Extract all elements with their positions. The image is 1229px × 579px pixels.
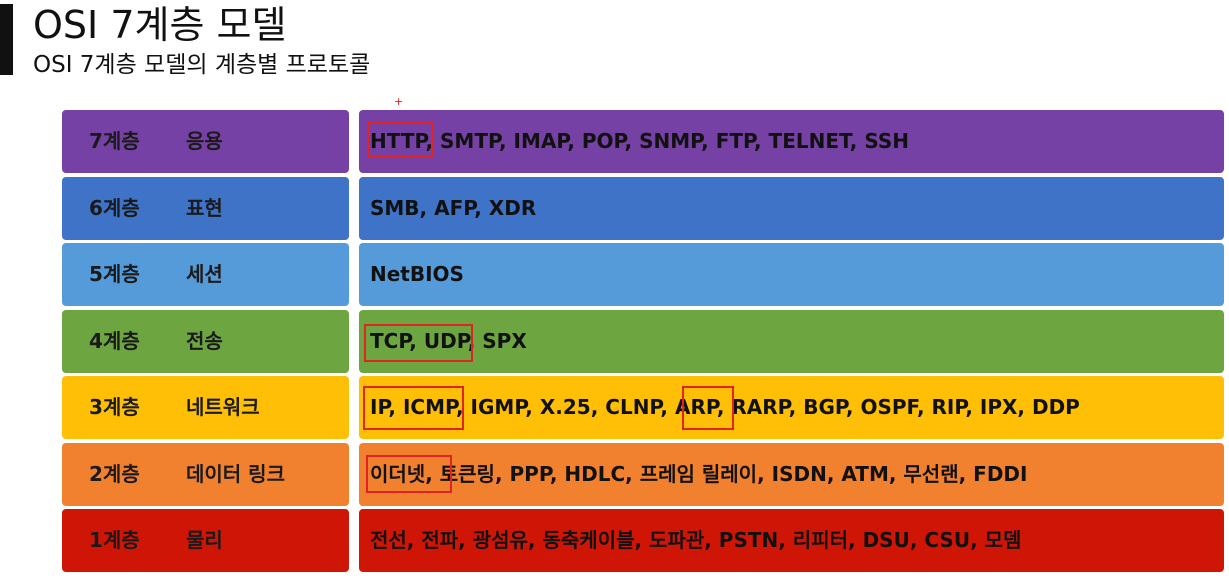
layer-row-1: 1계층 물리 전선, 전파, 광섬유, 동축케이블, 도파관, PSTN, 리피… <box>62 509 1224 572</box>
layer-row-6: 6계층 표현 SMB, AFP, XDR <box>62 176 1224 240</box>
layer-label-cell: 2계층 데이터 링크 <box>62 442 349 506</box>
osi-layer-table: 7계층 응용 HTTP, SMTP, IMAP, POP, SNMP, FTP,… <box>62 110 1224 576</box>
layer-label-cell: 3계층 네트워크 <box>62 376 349 439</box>
layer-protocols-cell: HTTP, SMTP, IMAP, POP, SNMP, FTP, TELNET… <box>359 110 1224 173</box>
highlight-box-tcp-udp <box>364 323 473 362</box>
layer-name: 네트워크 <box>186 395 260 419</box>
layer-label-cell: 7계층 응용 <box>62 110 349 173</box>
page-title: OSI 7계층 모델 <box>33 3 287 47</box>
layer-protocols-cell: SMB, AFP, XDR <box>359 176 1224 240</box>
layer-name: 응용 <box>186 129 223 153</box>
protocol-list: NetBIOS <box>370 262 464 286</box>
layer-number: 1계층 <box>89 528 140 552</box>
layer-row-2: 2계층 데이터 링크 이더넷, 토큰링, PPP, HDLC, 프레임 릴레이,… <box>62 442 1224 506</box>
protocol-list: 이더넷, 토큰링, PPP, HDLC, 프레임 릴레이, ISDN, ATM,… <box>370 461 1028 486</box>
layer-name: 세션 <box>186 262 223 286</box>
title-accent-bar <box>0 4 13 75</box>
protocol-list: HTTP, SMTP, IMAP, POP, SNMP, FTP, TELNET… <box>370 129 909 153</box>
layer-protocols-cell: NetBIOS <box>359 243 1224 306</box>
layer-name: 데이터 링크 <box>186 461 285 486</box>
layer-protocols-cell: IP, ICMP, IGMP, X.25, CLNP, ARP, RARP, B… <box>359 376 1224 439</box>
protocol-list: SMB, AFP, XDR <box>370 195 537 220</box>
layer-label-cell: 1계층 물리 <box>62 509 349 572</box>
highlight-box-http <box>367 122 433 158</box>
crosshair-cursor-icon: + <box>394 95 404 108</box>
layer-row-3: 3계층 네트워크 IP, ICMP, IGMP, X.25, CLNP, ARP… <box>62 376 1224 439</box>
layer-number: 2계층 <box>89 461 140 486</box>
layer-protocols-cell: TCP, UDP, SPX <box>359 309 1224 373</box>
layer-protocols-cell: 전선, 전파, 광섬유, 동축케이블, 도파관, PSTN, 리피터, DSU,… <box>359 509 1224 572</box>
protocol-list: TCP, UDP, SPX <box>370 328 527 353</box>
layer-protocols-cell: 이더넷, 토큰링, PPP, HDLC, 프레임 릴레이, ISDN, ATM,… <box>359 442 1224 506</box>
layer-row-5: 5계층 세션 NetBIOS <box>62 243 1224 306</box>
highlight-box-ip-icmp <box>363 386 464 430</box>
layer-number: 5계층 <box>89 262 140 286</box>
layer-name: 전송 <box>186 328 223 353</box>
protocol-list: 전선, 전파, 광섬유, 동축케이블, 도파관, PSTN, 리피터, DSU,… <box>370 528 1022 552</box>
highlight-box-ethernet <box>366 454 452 493</box>
layer-label-cell: 5계층 세션 <box>62 243 349 306</box>
layer-number: 3계층 <box>89 395 140 419</box>
layer-name: 표현 <box>186 195 223 220</box>
protocol-list: IP, ICMP, IGMP, X.25, CLNP, ARP, RARP, B… <box>370 395 1080 419</box>
page-subtitle: OSI 7계층 모델의 계층별 프로토콜 <box>33 52 371 78</box>
layer-number: 4계층 <box>89 328 140 353</box>
layer-number: 6계층 <box>89 195 140 220</box>
highlight-box-arp <box>682 386 734 430</box>
layer-label-cell: 4계층 전송 <box>62 309 349 373</box>
layer-row-4: 4계층 전송 TCP, UDP, SPX <box>62 309 1224 373</box>
layer-row-7: 7계층 응용 HTTP, SMTP, IMAP, POP, SNMP, FTP,… <box>62 110 1224 173</box>
layer-number: 7계층 <box>89 129 140 153</box>
layer-label-cell: 6계층 표현 <box>62 176 349 240</box>
layer-name: 물리 <box>186 528 223 552</box>
